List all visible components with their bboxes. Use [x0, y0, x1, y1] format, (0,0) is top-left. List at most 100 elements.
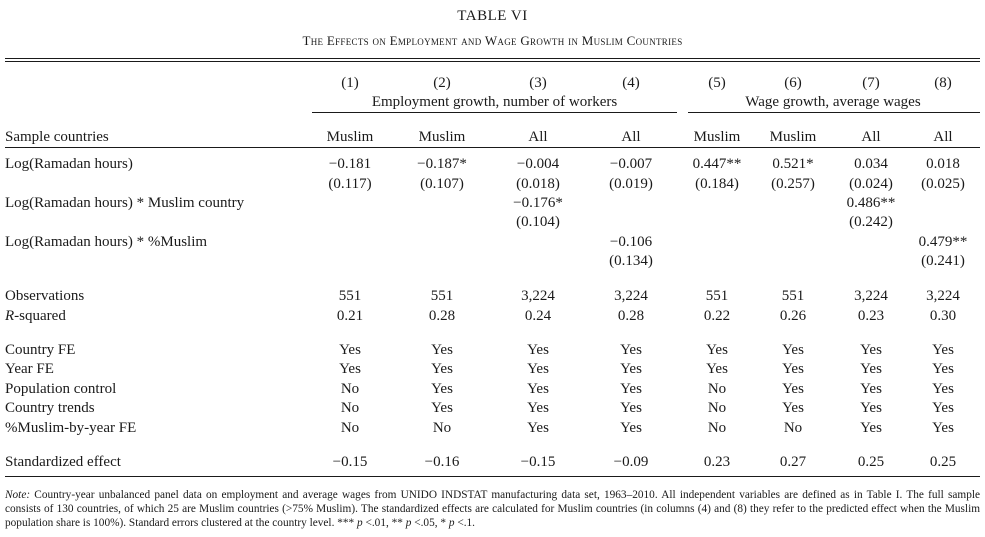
sample-country-col6: Muslim — [769, 129, 817, 145]
country-trends-col7: Yes — [860, 400, 882, 416]
column-number-col6: (6) — [784, 75, 802, 91]
year-fe-col1: Yes — [339, 361, 361, 377]
interaction-pct-coef-col8: 0.479** — [918, 234, 968, 250]
standardized-effect-col4: −0.09 — [613, 454, 649, 470]
year-fe-col5: Yes — [706, 361, 728, 377]
group-underline-wage — [688, 112, 980, 113]
group-label-employment: Employment growth, number of workers — [371, 94, 618, 110]
standardized-effect-col5: 0.23 — [703, 454, 731, 470]
observations-col7: 3,224 — [854, 288, 888, 304]
group-underline-employment — [312, 112, 677, 113]
sample-countries-label: Sample countries — [5, 129, 109, 145]
table-title: TABLE VI — [457, 8, 528, 24]
standardized-effect-col6: 0.27 — [779, 454, 807, 470]
population-control-col1: No — [340, 381, 360, 397]
row-label-population-control: Population control — [5, 381, 117, 397]
column-number-col7: (7) — [862, 75, 880, 91]
note-t1: <.01, ** — [362, 517, 406, 529]
country-trends-col8: Yes — [932, 400, 954, 416]
muslim-year-fe-col4: Yes — [620, 420, 642, 436]
sample-country-col5: Muslim — [693, 129, 741, 145]
standardized-effect-col2: −0.16 — [424, 454, 460, 470]
population-control-col7: Yes — [860, 381, 882, 397]
muslim-year-fe-col8: Yes — [932, 420, 954, 436]
column-number-col8: (8) — [934, 75, 952, 91]
rsquared-col6: 0.26 — [779, 308, 807, 324]
observations-col4: 3,224 — [614, 288, 648, 304]
interaction-muslim-coef-col3: −0.176* — [513, 195, 563, 211]
muslim-year-fe-col3: Yes — [527, 420, 549, 436]
row-label-country-trends: Country trends — [5, 400, 95, 416]
standardized-effect-col8: 0.25 — [929, 454, 957, 470]
year-fe-col3: Yes — [527, 361, 549, 377]
rsquared-col3: 0.24 — [524, 308, 552, 324]
population-control-col3: Yes — [527, 381, 549, 397]
group-label-wage: Wage growth, average wages — [745, 94, 921, 110]
log-ramadan-se-col8: (0.025) — [921, 176, 965, 192]
row-label-muslim-year-fe: %Muslim-by-year FE — [5, 420, 137, 436]
log-ramadan-coef-col1: −0.181 — [328, 156, 372, 172]
log-ramadan-coef-col6: 0.521* — [772, 156, 814, 172]
country-fe-col6: Yes — [782, 342, 804, 358]
column-number-col4: (4) — [622, 75, 640, 91]
standardized-effect-col1: −0.15 — [332, 454, 368, 470]
standardized-effect-col7: 0.25 — [857, 454, 885, 470]
table-subtitle: The Effects on Employment and Wage Growt… — [302, 33, 683, 48]
observations-col3: 3,224 — [521, 288, 555, 304]
muslim-year-fe-col7: Yes — [860, 420, 882, 436]
log-ramadan-se-col7: (0.024) — [849, 176, 893, 192]
observations-col6: 551 — [781, 288, 805, 304]
country-trends-col2: Yes — [431, 400, 453, 416]
year-fe-col4: Yes — [620, 361, 642, 377]
country-fe-col1: Yes — [339, 342, 361, 358]
note-text: Country-year unbalanced panel data on em… — [5, 489, 980, 529]
population-control-col4: Yes — [620, 381, 642, 397]
row-label-year-fe: Year FE — [5, 361, 54, 377]
rsquared-col5: 0.22 — [703, 308, 731, 324]
rsquared-label-rest: -squared — [14, 308, 66, 324]
sample-country-col3: All — [528, 129, 548, 145]
rsquared-col2: 0.28 — [428, 308, 456, 324]
interaction-muslim-se-col7: (0.242) — [849, 214, 893, 230]
column-number-col3: (3) — [529, 75, 547, 91]
row-label-interaction-pct-muslim: Log(Ramadan hours) * %Muslim — [5, 234, 208, 250]
column-number-col5: (5) — [708, 75, 726, 91]
year-fe-col6: Yes — [782, 361, 804, 377]
log-ramadan-coef-col7: 0.034 — [854, 156, 888, 172]
log-ramadan-coef-col8: 0.018 — [926, 156, 960, 172]
population-control-col2: Yes — [431, 381, 453, 397]
rsquared-col4: 0.28 — [617, 308, 645, 324]
country-fe-col4: Yes — [620, 342, 642, 358]
table-note: Note: Country-year unbalanced panel data… — [5, 488, 980, 530]
bottom-rule — [5, 476, 980, 477]
rsquared-col1: 0.21 — [336, 308, 364, 324]
country-fe-col8: Yes — [932, 342, 954, 358]
observations-col5: 551 — [705, 288, 729, 304]
muslim-year-fe-col1: No — [340, 420, 360, 436]
standardized-effect-col3: −0.15 — [520, 454, 556, 470]
country-fe-col3: Yes — [527, 342, 549, 358]
row-label-interaction-muslim: Log(Ramadan hours) * Muslim country — [5, 195, 245, 211]
interaction-pct-se-col8: (0.241) — [921, 253, 965, 269]
observations-col2: 551 — [430, 288, 454, 304]
population-control-col6: Yes — [782, 381, 804, 397]
population-control-col8: Yes — [932, 381, 954, 397]
note-p1: p — [357, 517, 363, 529]
muslim-year-fe-col6: No — [783, 420, 803, 436]
log-ramadan-coef-col4: −0.007 — [609, 156, 653, 172]
log-ramadan-se-col3: (0.018) — [516, 176, 560, 192]
log-ramadan-se-col2: (0.107) — [420, 176, 464, 192]
year-fe-col2: Yes — [431, 361, 453, 377]
sample-country-col1: Muslim — [326, 129, 374, 145]
country-trends-col6: Yes — [782, 400, 804, 416]
note-label: Note: — [5, 489, 31, 501]
log-ramadan-se-col1: (0.117) — [328, 176, 372, 192]
country-fe-col5: Yes — [706, 342, 728, 358]
log-ramadan-se-col4: (0.019) — [609, 176, 653, 192]
sample-country-col2: Muslim — [418, 129, 466, 145]
country-trends-col4: Yes — [620, 400, 642, 416]
note-p2: p — [405, 517, 412, 529]
header-rule — [5, 147, 980, 148]
interaction-muslim-se-col3: (0.104) — [516, 214, 560, 230]
country-fe-col7: Yes — [860, 342, 882, 358]
